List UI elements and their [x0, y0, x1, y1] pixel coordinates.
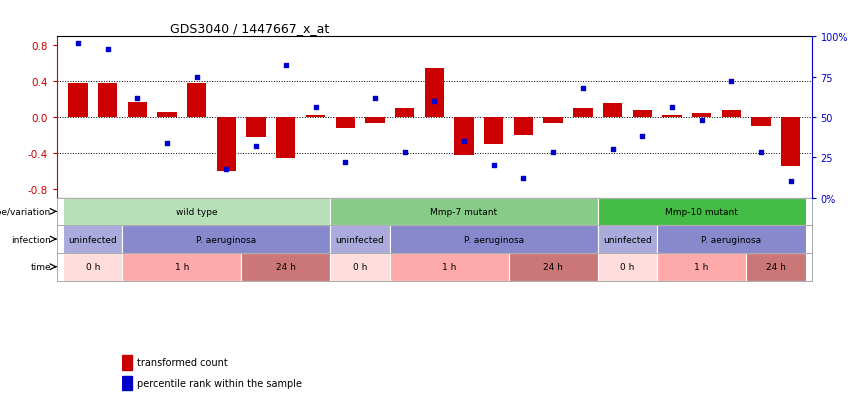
- Text: wild type: wild type: [176, 207, 218, 216]
- Bar: [157, 113, 176, 118]
- Bar: [598, 225, 657, 253]
- Bar: [122, 376, 132, 390]
- Bar: [598, 198, 806, 225]
- Bar: [365, 118, 385, 124]
- Bar: [721, 110, 741, 118]
- Point: [516, 176, 530, 182]
- Text: 1 h: 1 h: [174, 263, 189, 271]
- Bar: [63, 225, 122, 253]
- Bar: [247, 118, 266, 137]
- Point: [308, 104, 322, 111]
- Bar: [98, 84, 117, 118]
- Bar: [390, 253, 509, 281]
- Point: [575, 85, 589, 92]
- Bar: [69, 84, 88, 118]
- Point: [249, 143, 263, 150]
- Point: [130, 95, 144, 102]
- Text: 24 h: 24 h: [543, 263, 563, 271]
- Bar: [331, 253, 390, 281]
- Point: [71, 40, 85, 47]
- Point: [606, 147, 620, 153]
- Bar: [603, 104, 622, 118]
- Text: transformed count: transformed count: [137, 358, 227, 368]
- Point: [694, 118, 708, 124]
- Bar: [514, 118, 533, 135]
- Bar: [276, 118, 295, 159]
- Bar: [395, 109, 414, 118]
- Text: 0 h: 0 h: [621, 263, 635, 271]
- Bar: [63, 198, 331, 225]
- Point: [101, 47, 115, 53]
- Point: [339, 159, 352, 166]
- Text: infection: infection: [11, 235, 51, 244]
- Bar: [543, 118, 562, 124]
- Point: [427, 98, 441, 105]
- Bar: [331, 198, 598, 225]
- Text: P. aeruginosa: P. aeruginosa: [196, 235, 256, 244]
- Bar: [63, 253, 122, 281]
- Text: time: time: [30, 263, 51, 271]
- Bar: [662, 116, 681, 118]
- Point: [725, 79, 739, 85]
- Bar: [692, 114, 711, 118]
- Text: Mmp-10 mutant: Mmp-10 mutant: [665, 207, 738, 216]
- Bar: [598, 253, 657, 281]
- Text: Mmp-7 mutant: Mmp-7 mutant: [431, 207, 497, 216]
- Text: 0 h: 0 h: [86, 263, 100, 271]
- Bar: [390, 225, 598, 253]
- Text: genotype/variation: genotype/variation: [0, 207, 51, 216]
- Point: [279, 63, 293, 69]
- Point: [635, 134, 649, 140]
- Bar: [573, 109, 593, 118]
- Bar: [746, 253, 806, 281]
- Bar: [128, 102, 147, 118]
- Bar: [122, 355, 132, 370]
- Bar: [187, 84, 207, 118]
- Text: percentile rank within the sample: percentile rank within the sample: [137, 378, 302, 388]
- Bar: [484, 118, 503, 145]
- Bar: [122, 253, 241, 281]
- Text: 24 h: 24 h: [766, 263, 786, 271]
- Bar: [331, 225, 390, 253]
- Text: P. aeruginosa: P. aeruginosa: [701, 235, 761, 244]
- Text: 0 h: 0 h: [353, 263, 367, 271]
- Point: [190, 74, 204, 81]
- Bar: [306, 116, 326, 118]
- Bar: [454, 118, 474, 155]
- Text: uninfected: uninfected: [69, 235, 117, 244]
- Point: [220, 166, 233, 172]
- Bar: [657, 253, 746, 281]
- Bar: [633, 110, 652, 118]
- Bar: [509, 253, 598, 281]
- Text: 1 h: 1 h: [442, 263, 457, 271]
- Text: GDS3040 / 1447667_x_at: GDS3040 / 1447667_x_at: [170, 21, 330, 35]
- Point: [487, 163, 501, 169]
- Text: uninfected: uninfected: [603, 235, 652, 244]
- Bar: [752, 118, 771, 126]
- Point: [457, 138, 471, 145]
- Bar: [122, 225, 331, 253]
- Text: P. aeruginosa: P. aeruginosa: [464, 235, 523, 244]
- Text: uninfected: uninfected: [336, 235, 385, 244]
- Point: [398, 150, 411, 157]
- Point: [160, 140, 174, 147]
- Point: [368, 95, 382, 102]
- Bar: [781, 118, 800, 167]
- Bar: [336, 118, 355, 128]
- Point: [784, 179, 798, 185]
- Text: 1 h: 1 h: [694, 263, 709, 271]
- Point: [665, 104, 679, 111]
- Bar: [424, 69, 444, 118]
- Bar: [217, 118, 236, 171]
- Point: [754, 150, 768, 157]
- Bar: [657, 225, 806, 253]
- Point: [546, 150, 560, 157]
- Text: 24 h: 24 h: [276, 263, 296, 271]
- Bar: [241, 253, 331, 281]
